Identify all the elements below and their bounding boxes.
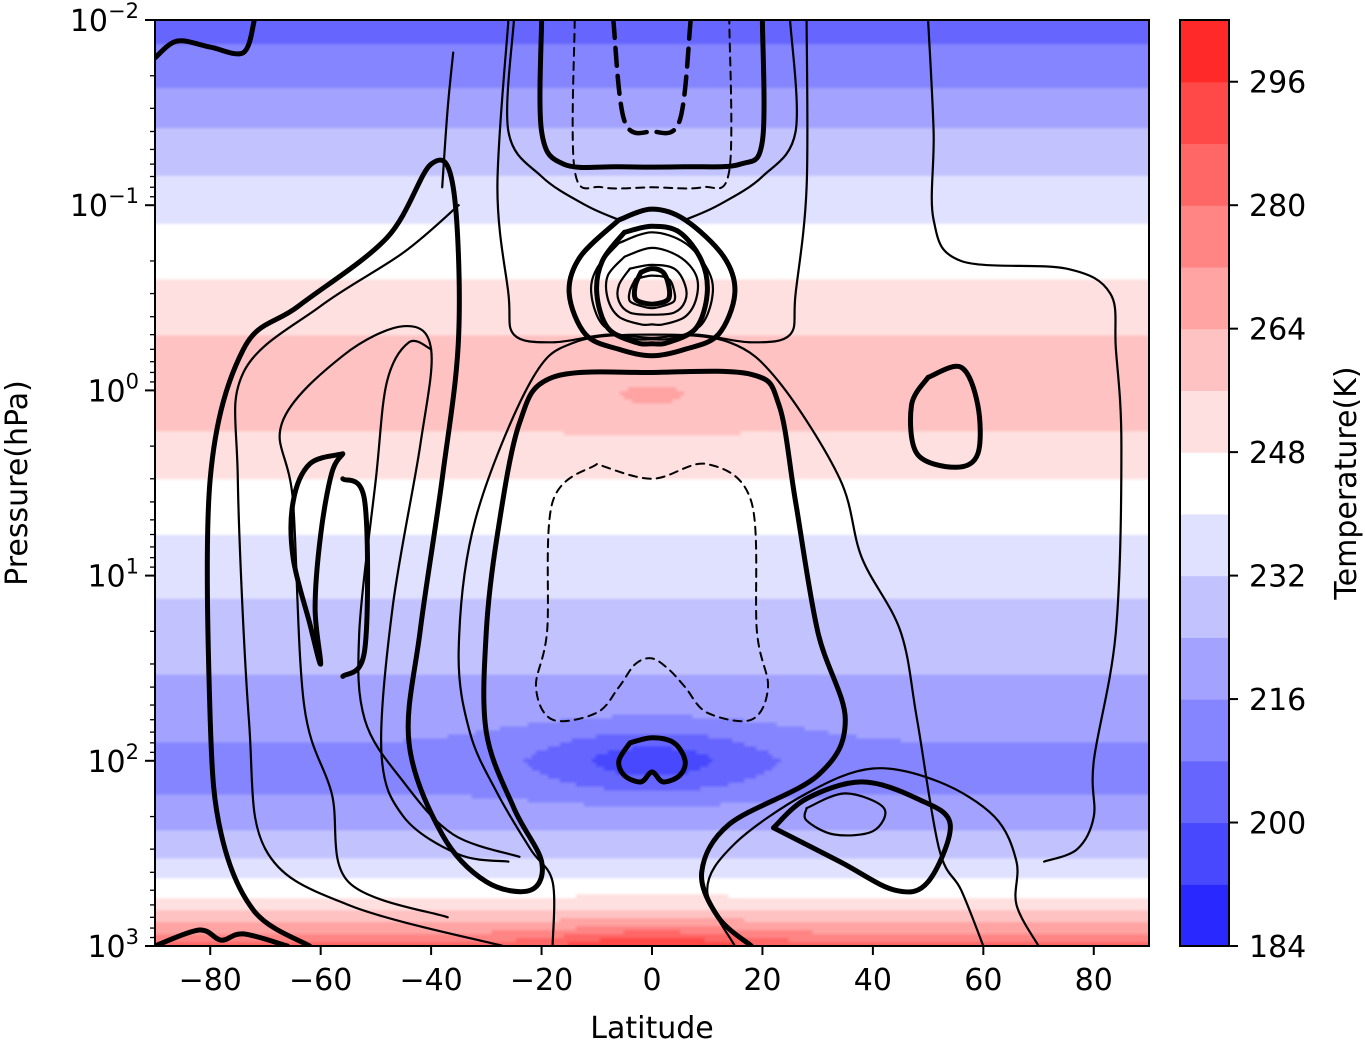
contour-line-24	[605, 246, 699, 327]
contour-line-0	[155, 20, 257, 61]
contour-line-30	[611, 20, 693, 136]
colorbar-tick-label: 200	[1249, 807, 1306, 842]
x-tick-label: 80	[1075, 963, 1113, 998]
colorbar-tick-label: 296	[1249, 66, 1306, 101]
contour-line-6	[771, 779, 953, 895]
colorbar-segment	[1180, 143, 1229, 206]
contour-line-31	[534, 462, 770, 723]
temperature-heatmap	[155, 20, 1149, 946]
contour-line-28	[631, 266, 673, 307]
x-tick-label: −60	[289, 963, 352, 998]
colorbar-label: Temperature(K)	[1329, 366, 1364, 600]
colorbar-segment	[1180, 81, 1229, 145]
y-axis: 10−2 10−1 100 101 102 103	[70, 0, 155, 965]
y-tick-label: 100	[87, 369, 139, 409]
colorbar-segment	[1180, 699, 1229, 762]
contour-line-25	[616, 263, 688, 316]
y-tick-label: 103	[87, 925, 139, 965]
contour-line-27	[594, 223, 710, 347]
x-axis-label: Latitude	[590, 1011, 713, 1044]
colorbar-segment	[1180, 822, 1229, 885]
contour-line-12	[684, 20, 798, 221]
colorbar-segment	[1180, 205, 1229, 268]
colorbar-tick-label: 264	[1249, 313, 1306, 348]
colorbar-tick-label: 232	[1249, 560, 1306, 595]
colorbar-segment	[1180, 884, 1229, 947]
contour-line-22	[803, 792, 887, 837]
colorbar-segment	[1180, 328, 1229, 391]
contour-line-14	[278, 324, 510, 919]
y-tick-label: 102	[87, 740, 139, 780]
colorbar-tick-label: 248	[1249, 436, 1306, 471]
x-tick-label: 60	[964, 963, 1002, 998]
contour-line-21	[706, 767, 1040, 946]
colorbar-segment	[1180, 575, 1229, 638]
colorbar-segment	[1180, 513, 1229, 577]
y-tick-label: 101	[87, 555, 139, 595]
contour-line-16	[441, 51, 455, 189]
contour-line-5	[908, 363, 983, 470]
colorbar-tick-label: 216	[1249, 683, 1306, 718]
contour-line-8	[537, 20, 767, 170]
contour-lines	[155, 20, 1123, 946]
contour-line-13	[233, 204, 504, 946]
colorbar-tick-label: 184	[1249, 930, 1306, 965]
y-axis-label: Pressure(hPa)	[0, 380, 35, 586]
contour-line-19	[457, 333, 985, 946]
x-tick-label: −20	[510, 963, 573, 998]
colorbar-segment	[1180, 20, 1229, 83]
contour-line-17	[496, 20, 809, 344]
x-tick-label: −40	[399, 963, 462, 998]
colorbar-tick-label: 280	[1249, 189, 1306, 224]
colorbar-segment	[1180, 266, 1229, 330]
y-tick-label: 10−2	[70, 0, 139, 39]
x-axis: −80 −60 −40 −20 0 20 40 60 80	[179, 946, 1113, 998]
contour-line-18	[927, 20, 1123, 863]
contour-line-1	[155, 927, 290, 946]
contour-line-11	[506, 20, 620, 221]
contour-line-29	[571, 20, 733, 190]
x-tick-label: −80	[179, 963, 242, 998]
colorbar-segment	[1180, 452, 1229, 515]
colorbar: 184 200 216 232 248 264 280 296	[1179, 19, 1306, 965]
contour-line-4	[340, 476, 371, 679]
contour-line-2	[204, 157, 848, 946]
x-tick-label: 40	[854, 963, 892, 998]
contour-line-9	[616, 735, 688, 785]
y-tick-label: 10−1	[70, 184, 139, 224]
contour-line-3	[288, 451, 346, 667]
colorbar-segment	[1180, 760, 1229, 824]
x-tick-label: 0	[642, 963, 661, 998]
colorbar-segment	[1180, 390, 1229, 453]
plot-area	[155, 20, 1149, 946]
x-tick-label: 20	[743, 963, 781, 998]
contour-line-15	[357, 339, 521, 858]
colorbar-segment	[1180, 637, 1229, 700]
colorbar-frame	[1179, 19, 1230, 947]
